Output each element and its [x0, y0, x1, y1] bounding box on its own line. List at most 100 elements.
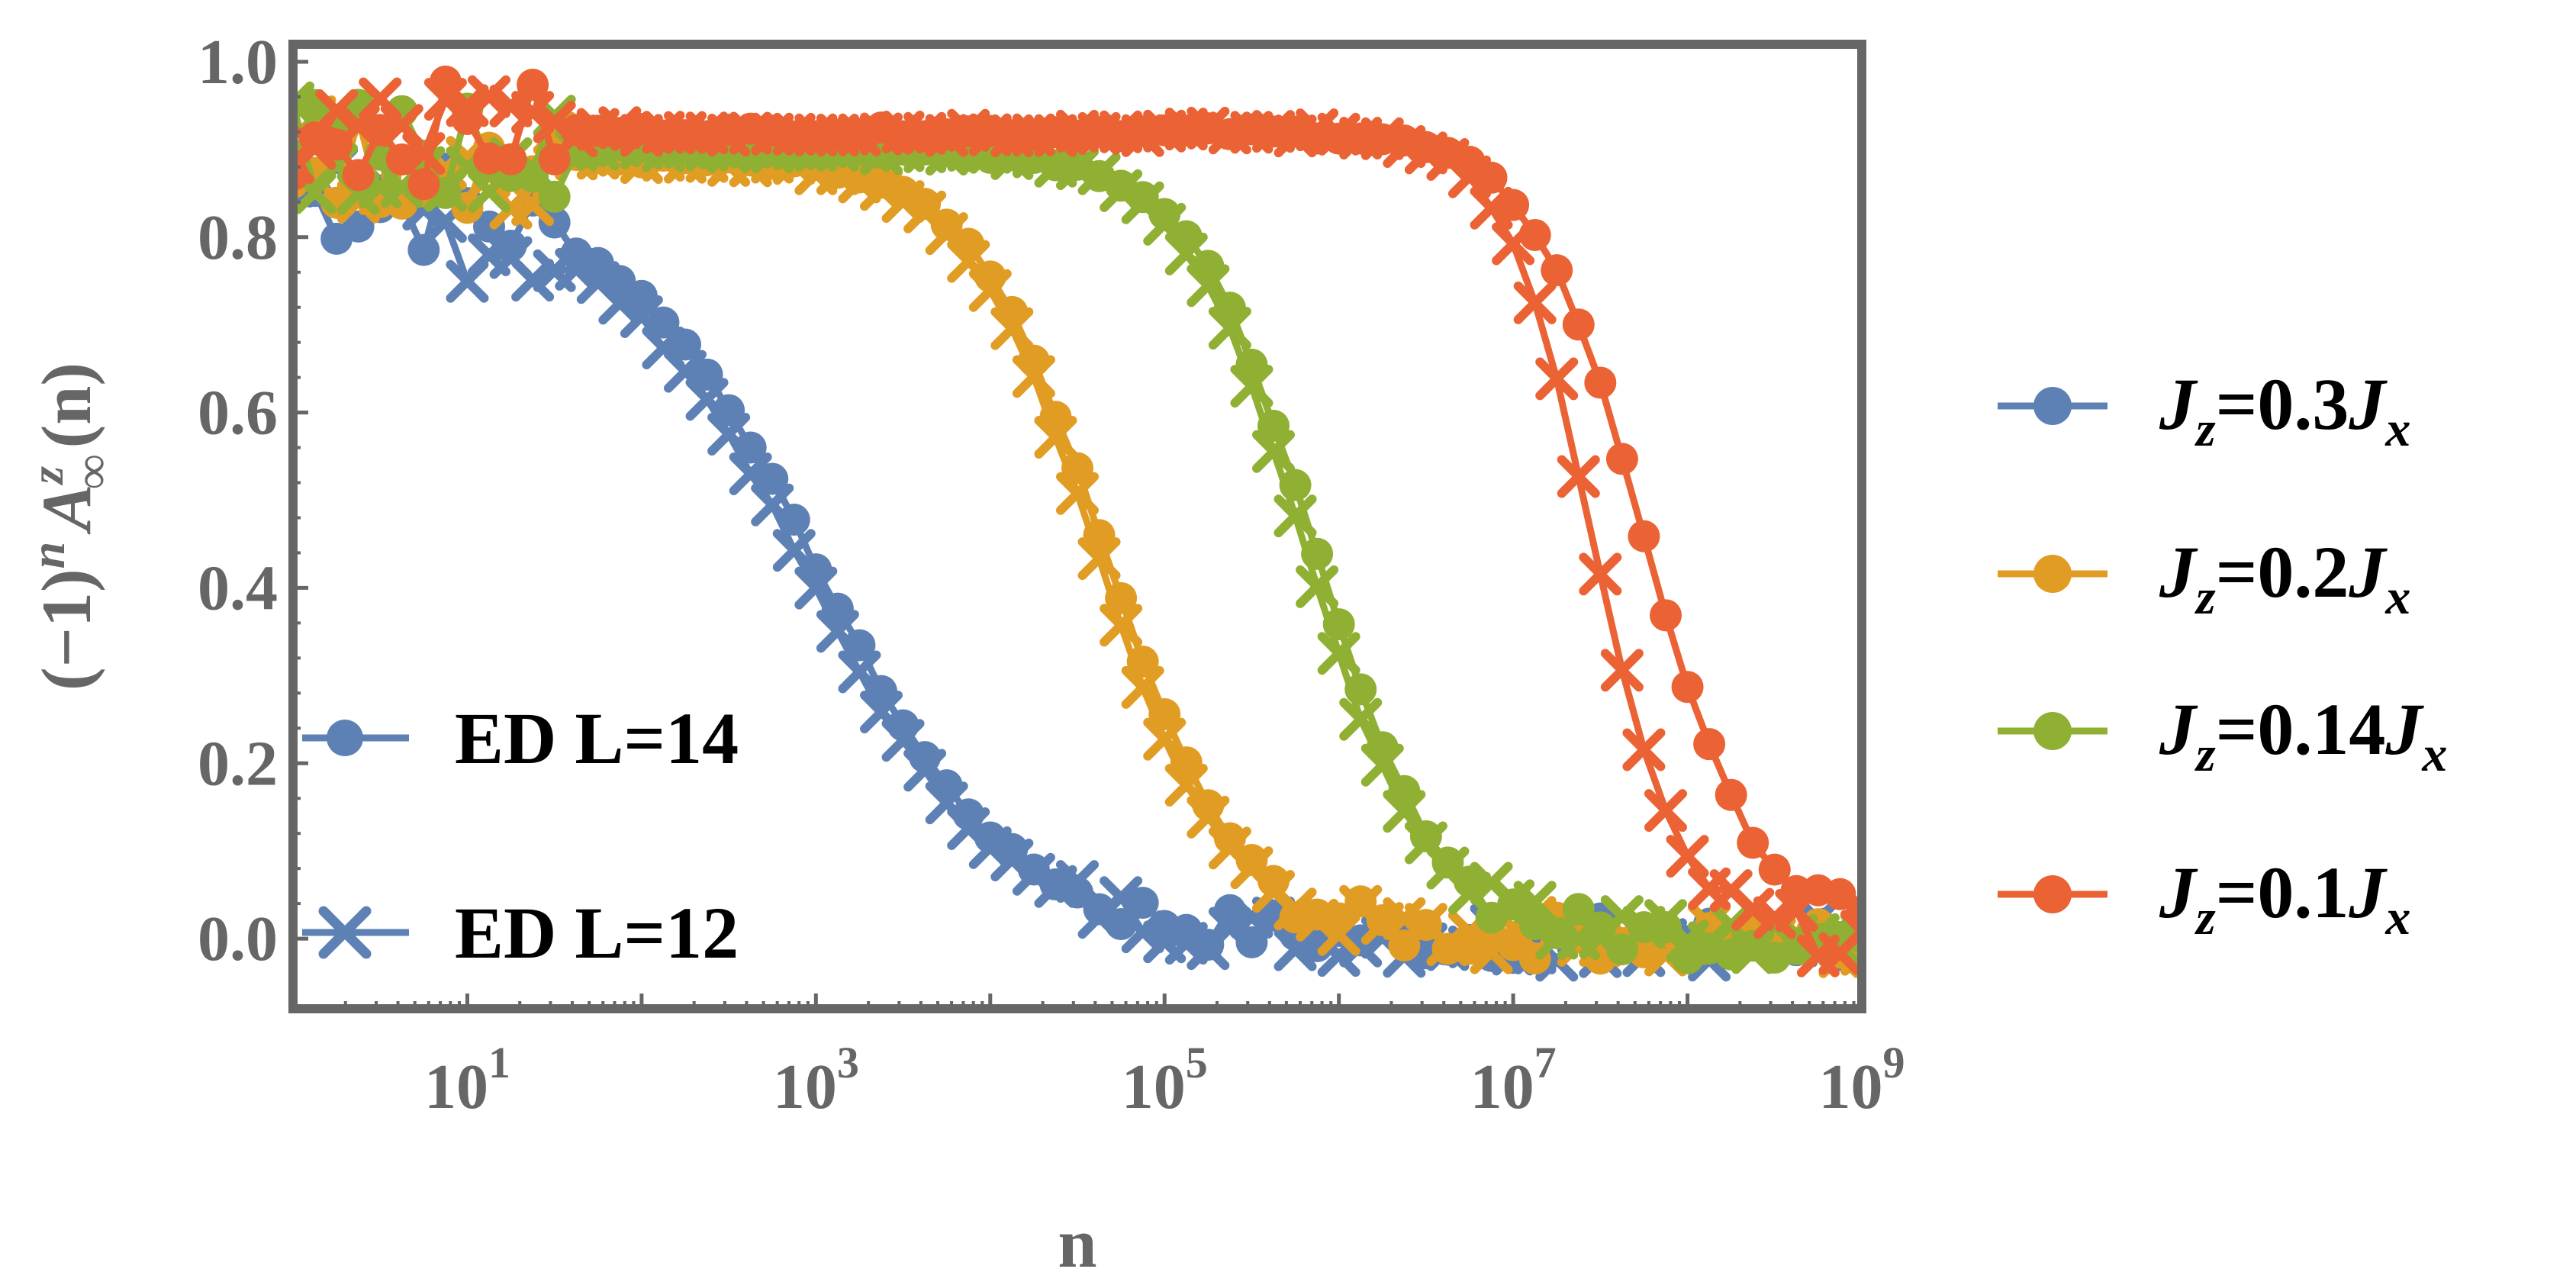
- data-point: [685, 378, 729, 421]
- data-point: [1448, 155, 1491, 198]
- data-point: [794, 566, 838, 610]
- data-point: [1562, 308, 1595, 341]
- data-point: [1644, 789, 1687, 833]
- x-tick-exp: 1: [488, 1038, 510, 1087]
- data-point: [1753, 896, 1796, 939]
- legend-3-marker: [2033, 875, 2072, 913]
- data-point: [1296, 565, 1339, 608]
- x-tick-exp: 7: [1534, 1038, 1557, 1087]
- data-point: [1513, 881, 1557, 924]
- legend-3-label: Jz=0.1Jx: [2159, 852, 2410, 945]
- data-point: [860, 168, 903, 211]
- data-point: [1758, 853, 1791, 886]
- data-point: [1317, 632, 1360, 675]
- data-point: [1562, 893, 1595, 926]
- data-point: [511, 91, 555, 134]
- legend-1-J: J: [2159, 531, 2198, 613]
- data-point: [293, 127, 336, 170]
- series-0: [293, 153, 1862, 974]
- data-point: [1360, 743, 1404, 787]
- legend-0-J: J: [2159, 363, 2198, 445]
- series-layer: [293, 65, 1862, 982]
- series-legend-item-0: Jz=0.3Jx: [1998, 363, 2410, 457]
- data-point: [1492, 222, 1535, 266]
- data-point: [1012, 355, 1055, 398]
- data-point: [620, 295, 663, 339]
- data-point: [1230, 365, 1274, 408]
- data-point: [598, 106, 642, 150]
- marker-legend-circle: ED L=14: [302, 697, 739, 779]
- data-point: [860, 691, 903, 734]
- data-point: [903, 749, 947, 792]
- data-point: [1274, 494, 1317, 538]
- data-point: [1650, 599, 1682, 632]
- x-tick-exp: 5: [1186, 1038, 1208, 1087]
- data-point: [1513, 281, 1557, 324]
- data-point: [1605, 443, 1638, 475]
- data-point: [1187, 264, 1230, 308]
- y-tick-label: 0.6: [198, 378, 278, 449]
- data-point: [402, 132, 446, 176]
- data-point: [1600, 895, 1644, 939]
- legend-3-J2: J: [2348, 852, 2388, 933]
- data-point: [1077, 537, 1121, 581]
- data-point: [707, 412, 751, 456]
- data-point: [1731, 887, 1775, 931]
- data-point: [1737, 826, 1769, 859]
- data-point: [533, 100, 576, 143]
- data-point: [1715, 778, 1747, 811]
- data-point: [881, 719, 925, 762]
- data-point: [930, 208, 963, 241]
- data-point: [555, 247, 598, 291]
- legend-1-marker: [2033, 555, 2072, 593]
- x-tick-label: 109: [1819, 1038, 1905, 1122]
- data-point: [1143, 717, 1187, 761]
- marker-legend-circle-label: ED L=14: [455, 697, 739, 779]
- x-tick-label: 105: [1122, 1038, 1208, 1122]
- legend-2-J: J: [2159, 688, 2198, 770]
- legend-1-label: Jz=0.2Jx: [2159, 531, 2410, 625]
- data-point: [1557, 455, 1600, 498]
- data-point: [468, 169, 510, 213]
- data-point: [816, 610, 859, 653]
- data-point: [1383, 790, 1426, 833]
- series-legend-item-3: Jz=0.1Jx: [1998, 852, 2410, 945]
- data-point: [1100, 169, 1143, 212]
- data-point: [342, 159, 375, 192]
- legend-2-sub2: x: [2421, 726, 2447, 782]
- data-point: [1360, 117, 1404, 160]
- legend-2-J2: J: [2384, 688, 2424, 770]
- y-title-open: (−1): [27, 568, 105, 691]
- plot-area: [293, 65, 1862, 982]
- data-point: [1426, 923, 1470, 966]
- data-point: [1164, 232, 1208, 275]
- x-tick-base: 10: [1470, 1052, 1534, 1122]
- data-point: [1584, 366, 1617, 399]
- legend-3-sub: z: [2194, 890, 2216, 945]
- legend-2-eq: =0.14: [2216, 688, 2386, 770]
- data-point: [1296, 898, 1339, 942]
- data-point: [1535, 357, 1579, 401]
- data-point: [1671, 671, 1704, 704]
- y-axis-title: (−1)nAz∞ (n): [21, 362, 119, 691]
- data-point: [1448, 871, 1491, 915]
- data-point: [1208, 307, 1251, 350]
- data-point: [1541, 254, 1573, 287]
- x-axis-ticks: 101 103 105 107 109: [291, 994, 1905, 1122]
- data-point: [751, 483, 794, 527]
- legend-1-sub2: x: [2384, 569, 2410, 625]
- data-point: [1775, 889, 1818, 932]
- y-title-sup-n: n: [21, 542, 75, 569]
- data-point: [315, 89, 359, 132]
- series-1: [293, 145, 1862, 982]
- data-point: [468, 75, 510, 118]
- legend-0-label: Jz=0.3Jx: [2159, 363, 2410, 457]
- x-tick-base: 10: [424, 1052, 488, 1122]
- x-tick-exp: 3: [837, 1038, 859, 1087]
- series-line: [293, 101, 1862, 956]
- x-tick-base: 10: [773, 1052, 837, 1122]
- data-point: [1012, 852, 1055, 896]
- data-point: [968, 269, 1012, 312]
- data-point: [1274, 887, 1317, 931]
- x-tick-exp: 9: [1883, 1038, 1905, 1087]
